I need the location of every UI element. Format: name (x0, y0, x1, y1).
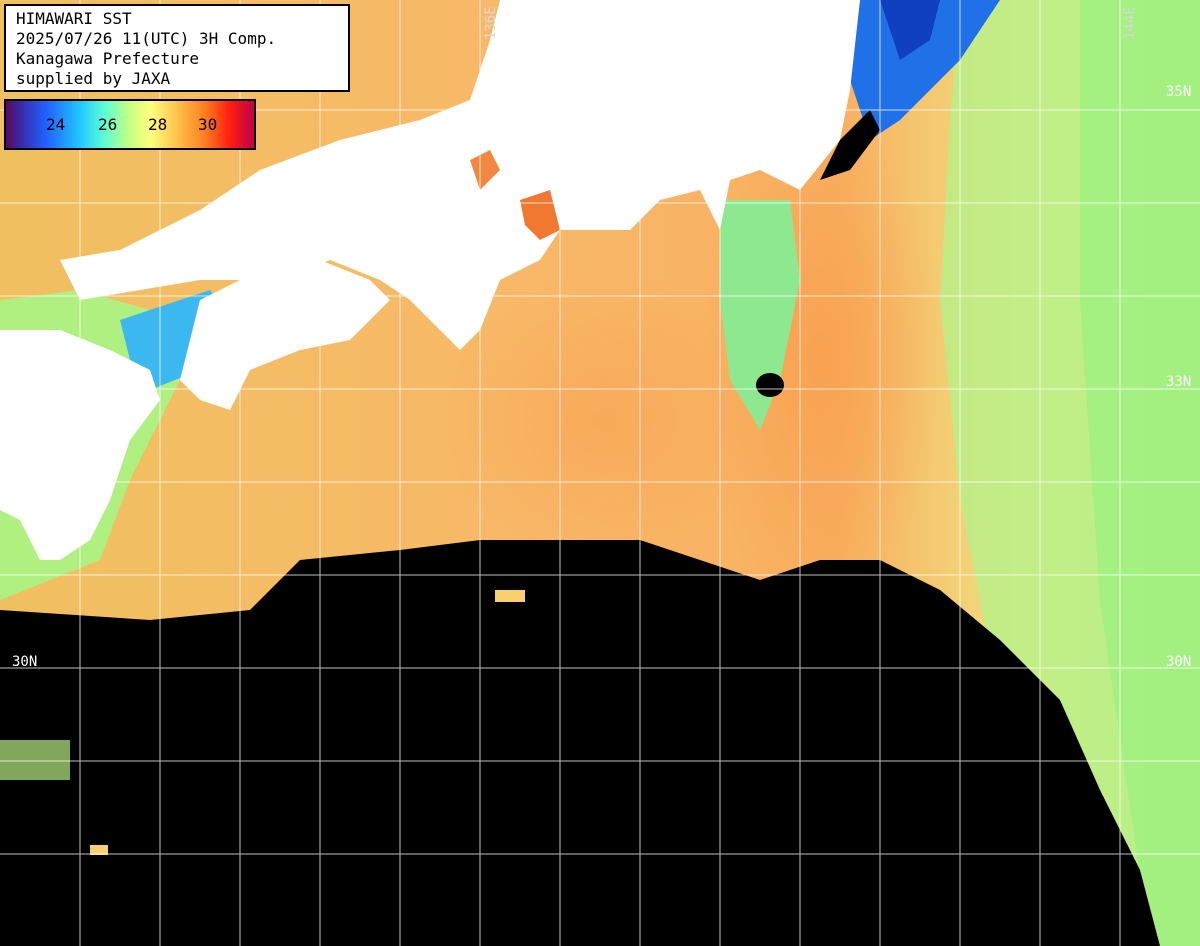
cool-water-bay-east (720, 200, 800, 430)
warm-bay (470, 150, 500, 190)
land-shikoku (180, 260, 390, 410)
observation-time: 2025/07/26 11(UTC) 3H Comp. (16, 29, 277, 48)
land-kii (400, 230, 480, 340)
legend-tick-30: 30 (198, 115, 218, 134)
cold-water-northeast-2 (880, 0, 940, 60)
region-name: Kanagawa Prefecture (16, 49, 200, 68)
product-title: HIMAWARI SST (16, 9, 132, 28)
data-fringe (0, 740, 70, 780)
data-credit: supplied by JAXA (16, 69, 171, 88)
lat-label-35n: 35N (1166, 84, 1191, 100)
no-data-east-coast (820, 110, 880, 180)
map-info-box: HIMAWARI SST 2025/07/26 11(UTC) 3H Comp.… (4, 4, 350, 92)
land-honshu (60, 0, 860, 350)
temperature-color-scale: 24 26 28 30 (4, 99, 256, 150)
legend-tick-24: 24 (46, 115, 66, 134)
no-data-region (0, 540, 1160, 946)
lon-label-136e: 136E (483, 6, 499, 40)
lat-label-33n: 33N (1166, 374, 1191, 390)
legend-tick-26: 26 (98, 115, 118, 134)
legend-tick-28: 28 (148, 115, 168, 134)
data-fringe (495, 590, 525, 602)
data-fringe (90, 845, 108, 855)
cool-water-far-east (1080, 0, 1200, 946)
lon-label-144e: 144E (1122, 6, 1138, 40)
lat-label-30n-east: 30N (1166, 654, 1191, 670)
cold-water-northeast (850, 0, 1000, 140)
lat-label-30n-west: 30N (12, 654, 37, 670)
warm-current-2 (440, 270, 760, 570)
island (756, 373, 784, 397)
